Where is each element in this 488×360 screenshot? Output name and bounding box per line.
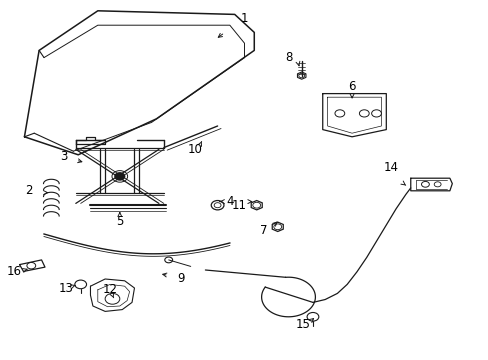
- Text: 3: 3: [60, 150, 67, 163]
- Text: 10: 10: [188, 143, 203, 156]
- Text: 7: 7: [260, 224, 267, 237]
- Text: 4: 4: [225, 195, 233, 208]
- Circle shape: [115, 173, 124, 180]
- Text: 5: 5: [116, 215, 123, 228]
- Text: 11: 11: [232, 199, 246, 212]
- Text: 6: 6: [347, 80, 355, 93]
- Text: 13: 13: [59, 282, 73, 294]
- Text: 16: 16: [7, 265, 22, 278]
- Text: 15: 15: [295, 318, 310, 330]
- Text: 2: 2: [25, 184, 33, 197]
- Text: 1: 1: [240, 12, 248, 24]
- Text: 9: 9: [177, 273, 184, 285]
- Text: 14: 14: [383, 161, 398, 174]
- Text: 12: 12: [102, 283, 117, 296]
- Text: 8: 8: [284, 51, 292, 64]
